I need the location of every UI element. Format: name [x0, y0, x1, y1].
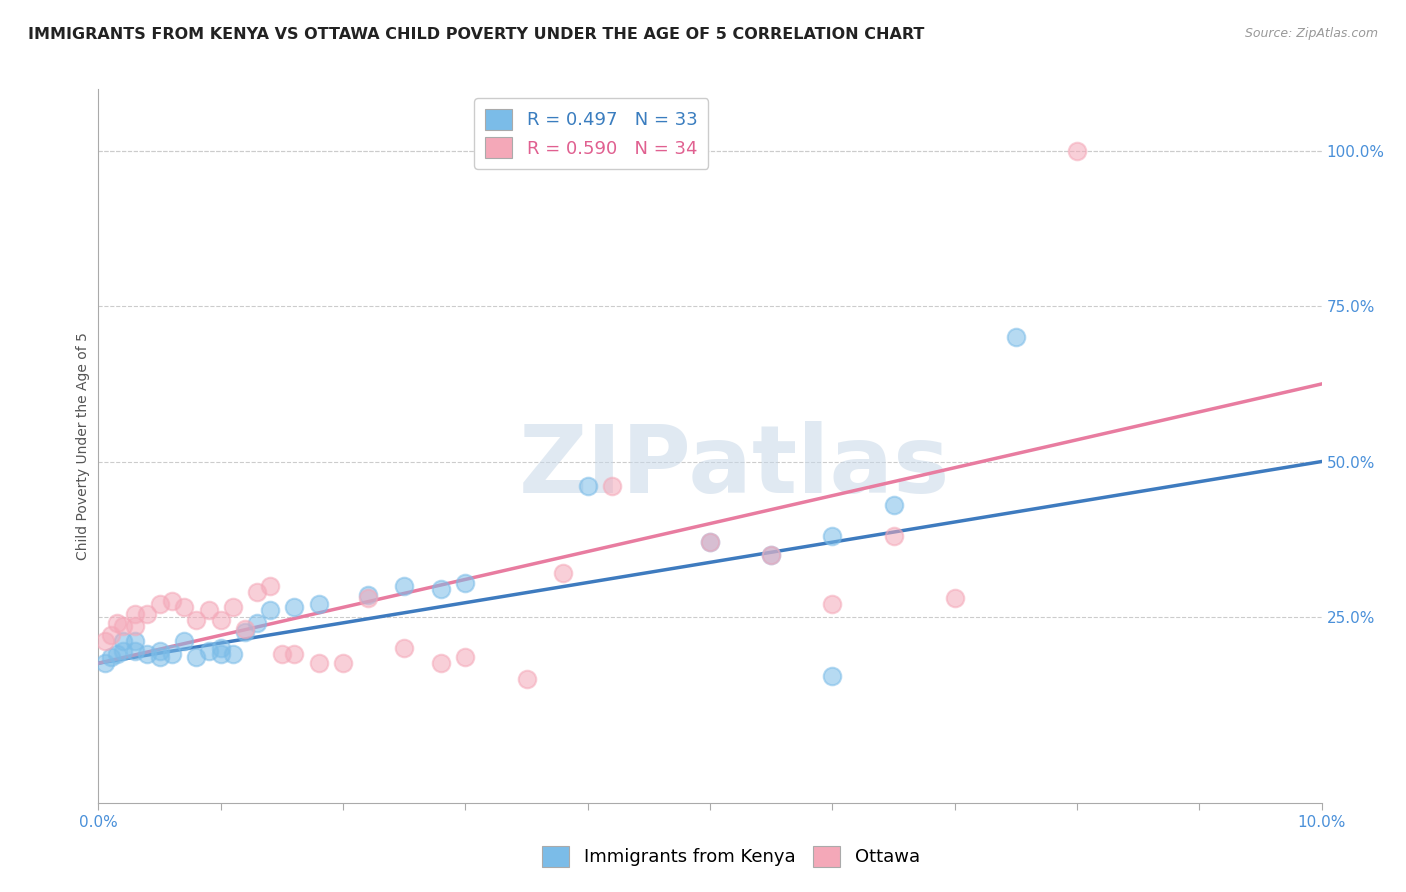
- Point: [149, 597, 172, 611]
- Text: ZIPatlas: ZIPatlas: [519, 421, 950, 514]
- Point: [197, 603, 219, 617]
- Point: [93, 634, 115, 648]
- Legend: R = 0.497   N = 33, R = 0.590   N = 34: R = 0.497 N = 33, R = 0.590 N = 34: [474, 98, 709, 169]
- Point: [124, 644, 146, 658]
- Point: [149, 650, 172, 665]
- Point: [576, 479, 599, 493]
- Text: Source: ZipAtlas.com: Source: ZipAtlas.com: [1244, 27, 1378, 40]
- Point: [699, 535, 721, 549]
- Point: [222, 600, 245, 615]
- Point: [259, 603, 281, 617]
- Point: [332, 656, 354, 670]
- Point: [111, 634, 134, 648]
- Point: [454, 650, 477, 665]
- Point: [821, 597, 844, 611]
- Point: [356, 591, 378, 605]
- Point: [246, 584, 269, 599]
- Point: [149, 644, 172, 658]
- Point: [160, 594, 183, 608]
- Point: [111, 644, 134, 658]
- Point: [197, 644, 219, 658]
- Point: [699, 535, 721, 549]
- Point: [173, 600, 195, 615]
- Legend: Immigrants from Kenya, Ottawa: Immigrants from Kenya, Ottawa: [534, 838, 928, 874]
- Point: [356, 588, 378, 602]
- Point: [430, 582, 453, 596]
- Point: [111, 619, 134, 633]
- Point: [1066, 145, 1088, 159]
- Point: [392, 640, 416, 655]
- Point: [136, 607, 159, 621]
- Point: [821, 529, 844, 543]
- Point: [124, 607, 146, 621]
- Point: [308, 656, 330, 670]
- Point: [173, 634, 195, 648]
- Point: [100, 650, 122, 665]
- Point: [759, 548, 782, 562]
- Point: [246, 615, 269, 630]
- Point: [270, 647, 292, 661]
- Point: [105, 647, 128, 661]
- Point: [454, 575, 477, 590]
- Point: [553, 566, 575, 581]
- Point: [209, 647, 232, 661]
- Point: [308, 597, 330, 611]
- Point: [233, 625, 256, 640]
- Point: [233, 622, 256, 636]
- Point: [105, 615, 128, 630]
- Point: [124, 634, 146, 648]
- Text: IMMIGRANTS FROM KENYA VS OTTAWA CHILD POVERTY UNDER THE AGE OF 5 CORRELATION CHA: IMMIGRANTS FROM KENYA VS OTTAWA CHILD PO…: [28, 27, 925, 42]
- Point: [883, 529, 905, 543]
- Point: [516, 672, 538, 686]
- Point: [160, 647, 183, 661]
- Point: [100, 628, 122, 642]
- Point: [943, 591, 966, 605]
- Point: [136, 647, 159, 661]
- Point: [759, 548, 782, 562]
- Point: [883, 498, 905, 512]
- Point: [392, 579, 416, 593]
- Point: [283, 600, 305, 615]
- Point: [821, 668, 844, 682]
- Point: [283, 647, 305, 661]
- Point: [430, 656, 453, 670]
- Point: [93, 656, 115, 670]
- Point: [222, 647, 245, 661]
- Point: [1004, 330, 1026, 344]
- Point: [186, 650, 208, 665]
- Point: [186, 613, 208, 627]
- Point: [124, 619, 146, 633]
- Point: [600, 479, 623, 493]
- Y-axis label: Child Poverty Under the Age of 5: Child Poverty Under the Age of 5: [76, 332, 90, 560]
- Point: [259, 579, 281, 593]
- Point: [209, 640, 232, 655]
- Point: [209, 613, 232, 627]
